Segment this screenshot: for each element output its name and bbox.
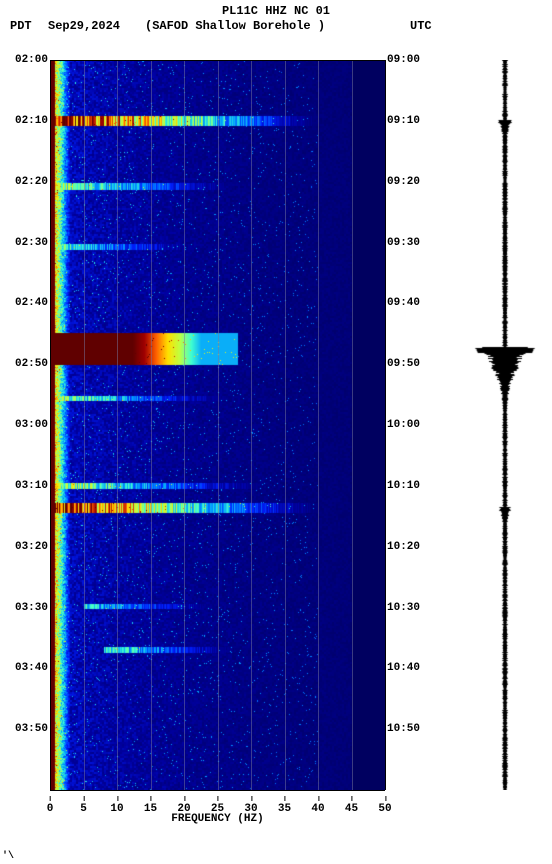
x-tick: 25 bbox=[211, 796, 224, 808]
y-tick: 09:20 bbox=[387, 176, 437, 188]
station-desc: (SAFOD Shallow Borehole ) bbox=[145, 19, 325, 33]
x-tick: 5 bbox=[80, 796, 87, 808]
y-tick: 09:50 bbox=[387, 358, 437, 370]
y-tick: 03:10 bbox=[0, 480, 48, 492]
plot-border-top bbox=[50, 60, 385, 61]
y-axis-right: 09:0009:1009:2009:3009:4009:5010:0010:10… bbox=[387, 60, 437, 790]
y-tick: 02:50 bbox=[0, 358, 48, 370]
y-tick: 02:30 bbox=[0, 237, 48, 249]
y-tick: 09:30 bbox=[387, 237, 437, 249]
tz-right-label: UTC bbox=[410, 19, 432, 33]
x-tick: 30 bbox=[244, 796, 257, 808]
plot-border-bottom bbox=[50, 790, 385, 791]
x-tick: 40 bbox=[311, 796, 324, 808]
x-axis-title: FREQUENCY (HZ) bbox=[50, 813, 385, 825]
y-tick: 02:20 bbox=[0, 176, 48, 188]
date-label: Sep29,2024 bbox=[48, 19, 120, 33]
y-tick: 02:10 bbox=[0, 115, 48, 127]
grid-line bbox=[84, 60, 85, 790]
x-tick: 50 bbox=[378, 796, 391, 808]
y-tick: 03:00 bbox=[0, 419, 48, 431]
grid-line bbox=[352, 60, 353, 790]
y-tick: 02:00 bbox=[0, 54, 48, 66]
y-tick: 09:00 bbox=[387, 54, 437, 66]
y-tick: 10:40 bbox=[387, 662, 437, 674]
grid-line bbox=[151, 60, 152, 790]
x-tick: 20 bbox=[177, 796, 190, 808]
x-tick: 10 bbox=[110, 796, 123, 808]
y-tick: 03:40 bbox=[0, 662, 48, 674]
waveform-panel bbox=[470, 60, 540, 790]
y-tick: 10:20 bbox=[387, 541, 437, 553]
x-tick: 0 bbox=[47, 796, 54, 808]
spectrogram-plot bbox=[50, 60, 385, 790]
plot-border-left bbox=[50, 60, 51, 790]
grid-line bbox=[318, 60, 319, 790]
y-tick: 03:50 bbox=[0, 723, 48, 735]
y-tick: 10:30 bbox=[387, 602, 437, 614]
y-tick: 02:40 bbox=[0, 297, 48, 309]
y-tick: 03:20 bbox=[0, 541, 48, 553]
y-tick: 03:30 bbox=[0, 602, 48, 614]
x-tick: 15 bbox=[144, 796, 157, 808]
grid-line bbox=[285, 60, 286, 790]
y-tick: 09:10 bbox=[387, 115, 437, 127]
y-axis-left: 02:0002:1002:2002:3002:4002:5003:0003:10… bbox=[0, 60, 48, 790]
station-code-title: PL11C HHZ NC 01 bbox=[0, 4, 552, 18]
tz-left-label: PDT bbox=[10, 19, 32, 33]
grid-line bbox=[184, 60, 185, 790]
x-tick: 35 bbox=[278, 796, 291, 808]
grid-line bbox=[117, 60, 118, 790]
footer-mark: '\ bbox=[2, 851, 14, 862]
y-tick: 10:00 bbox=[387, 419, 437, 431]
waveform-canvas bbox=[470, 60, 540, 790]
y-tick: 10:10 bbox=[387, 480, 437, 492]
grid-line bbox=[218, 60, 219, 790]
x-tick: 45 bbox=[345, 796, 358, 808]
grid-line bbox=[251, 60, 252, 790]
y-tick: 09:40 bbox=[387, 297, 437, 309]
plot-border-right bbox=[385, 60, 386, 790]
y-tick: 10:50 bbox=[387, 723, 437, 735]
